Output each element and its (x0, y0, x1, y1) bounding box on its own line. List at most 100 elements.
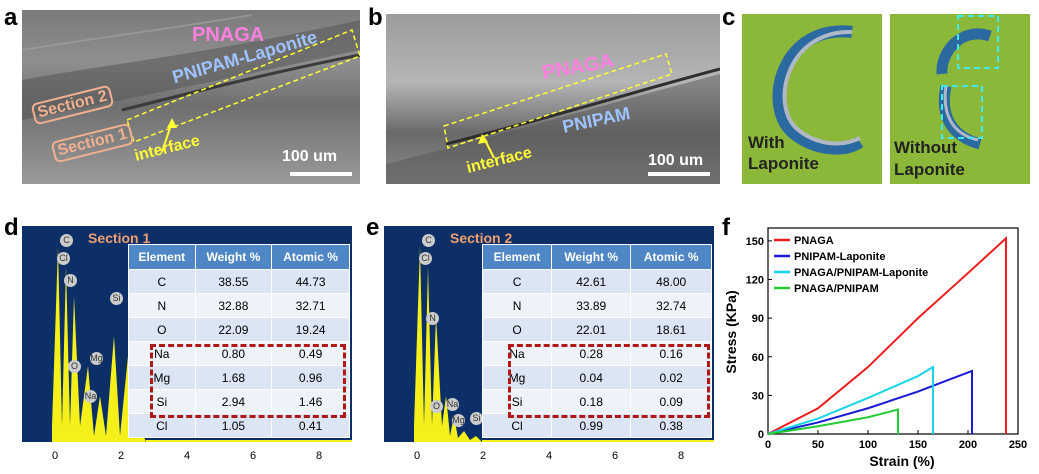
label-laponite-left: Laponite (748, 154, 819, 173)
highlight-box-e (508, 344, 710, 418)
dashed-box-top (957, 15, 999, 69)
legend-label: PNAGA/PNIPAM-Laponite (794, 267, 928, 279)
panel-label-c: c (722, 4, 736, 31)
cell-atomic: 32.74 (630, 293, 712, 318)
label-without: Without (894, 138, 958, 157)
panel-label-e: e (366, 214, 380, 241)
cell-atomic: 0.09 (630, 389, 712, 414)
x-tick-label: 150 (909, 439, 927, 451)
cell-atomic: 0.02 (630, 365, 712, 390)
sem-texture-a (22, 14, 360, 153)
y-tick-label: 150 (746, 236, 764, 248)
peak-label-n-d: N (64, 274, 77, 287)
cell-element: N (128, 293, 196, 318)
cell-element: Cl (481, 413, 553, 438)
peak-label-mg-e: Mg (452, 414, 465, 427)
cell-weight: 22.09 (194, 317, 273, 342)
cell-element: C (481, 269, 553, 294)
label-laponite-right: Laponite (894, 160, 965, 179)
series-line-pnaga (767, 236, 1007, 435)
table-row: Si 2.94 1.46 (128, 389, 350, 414)
peak-label-o-d: O (68, 360, 81, 373)
y-tick-label: 120 (746, 275, 764, 287)
table-row: N 32.88 32.71 (128, 293, 350, 318)
edx-peaks-d (52, 246, 352, 442)
plot-frame (767, 227, 1019, 435)
cell-element: C (128, 269, 196, 294)
table-row: O 22.09 19.24 (128, 317, 350, 342)
xtick-e: 2 (480, 450, 487, 462)
cell-weight: 32.88 (194, 293, 273, 318)
xtick-e: 4 (546, 450, 553, 462)
edx-xaxis-e: 0 2 4 6 8 (384, 442, 714, 472)
y-tick-label: 0 (758, 429, 764, 441)
cell-weight: 0.18 (551, 389, 632, 414)
sem-image-b: PNAGA PNIPAM interface 100 um (386, 14, 720, 184)
cell-weight: 38.55 (194, 269, 273, 294)
x-tick-label: 250 (1009, 439, 1027, 451)
gel-ring-without-laponite (936, 15, 999, 150)
series-line-pnaga-pnipam (767, 408, 899, 435)
cell-element: Si (481, 389, 553, 414)
cell-atomic: 48.00 (630, 269, 712, 294)
cell-element: N (481, 293, 553, 318)
photo-without-laponite: Without Laponite (890, 14, 1030, 184)
xtick-d: 0 (52, 450, 59, 462)
peak-label-cl-e: Cl (419, 252, 432, 265)
cell-element: O (481, 317, 553, 342)
peak-label-n-e: N (426, 312, 439, 325)
panel-label-d: d (4, 214, 19, 241)
legend-label: PNAGA/PNIPAM (794, 283, 879, 295)
peak-label-c-e: C (422, 234, 435, 247)
table-header: Weight % (194, 244, 273, 270)
edx-spectrum-section1: Section 1 C Cl N O Na Mg Si Element Weig… (22, 226, 352, 442)
scale-label-a: 100 um (282, 148, 338, 165)
table-row: N 33.89 32.74 (481, 293, 712, 318)
x-axis-label: Strain (%) (869, 453, 934, 469)
cell-atomic: 18.61 (630, 317, 712, 342)
x-tick-label: 200 (959, 439, 977, 451)
panel-label-b: b (368, 4, 383, 31)
cell-atomic: 1.46 (271, 389, 350, 414)
scale-label-b: 100 um (648, 152, 704, 169)
y-tick-label: 30 (752, 390, 764, 402)
table-header: Atomic % (271, 244, 350, 270)
series-line-pnipam-laponite (767, 369, 973, 435)
xtick-d: 4 (184, 450, 191, 462)
interface-box-a (126, 29, 360, 143)
peak-label-c-d: C (60, 234, 73, 247)
x-tick-label: 100 (859, 439, 877, 451)
cell-atomic: 0.96 (271, 365, 350, 390)
cell-weight: 42.61 (551, 269, 632, 294)
sem-image-a: PNAGA PNIPAM-Laponite Section 2 Section … (22, 10, 360, 184)
table-row: Si 0.18 0.09 (481, 389, 712, 414)
peak-label-si-e: Si (470, 412, 483, 425)
series-line-pnaga-pnipam-laponite (767, 365, 934, 435)
xtick-d: 8 (316, 450, 323, 462)
highlight-box-d (150, 344, 346, 418)
cell-atomic: 44.73 (271, 269, 350, 294)
y-axis-label: Stress (KPa) (724, 290, 739, 373)
peak-label-si-d: Si (110, 292, 123, 305)
photo-with-laponite: With Laponite (742, 14, 882, 184)
panel-label-f: f (722, 214, 730, 241)
table-row: C 42.61 48.00 (481, 269, 712, 294)
y-tick-label: 60 (752, 352, 764, 364)
cell-weight: 22.01 (551, 317, 632, 342)
cell-weight: 0.04 (551, 365, 632, 390)
xtick-e: 0 (414, 450, 421, 462)
legend-label: PNAGA (794, 235, 834, 247)
table-header: Element (481, 244, 553, 270)
sem-texture-b (386, 53, 720, 184)
scale-bar-a (290, 172, 352, 176)
x-tick-label: 0 (765, 439, 771, 451)
xtick-e: 8 (678, 450, 685, 462)
cell-weight: 2.94 (194, 389, 273, 414)
cell-atomic: 19.24 (271, 317, 350, 342)
xtick-e: 6 (612, 450, 619, 462)
cell-weight: 1.68 (194, 365, 273, 390)
interface-box-b (443, 53, 673, 149)
legend-label: PNIPAM-Laponite (794, 251, 885, 263)
xtick-d: 6 (250, 450, 257, 462)
